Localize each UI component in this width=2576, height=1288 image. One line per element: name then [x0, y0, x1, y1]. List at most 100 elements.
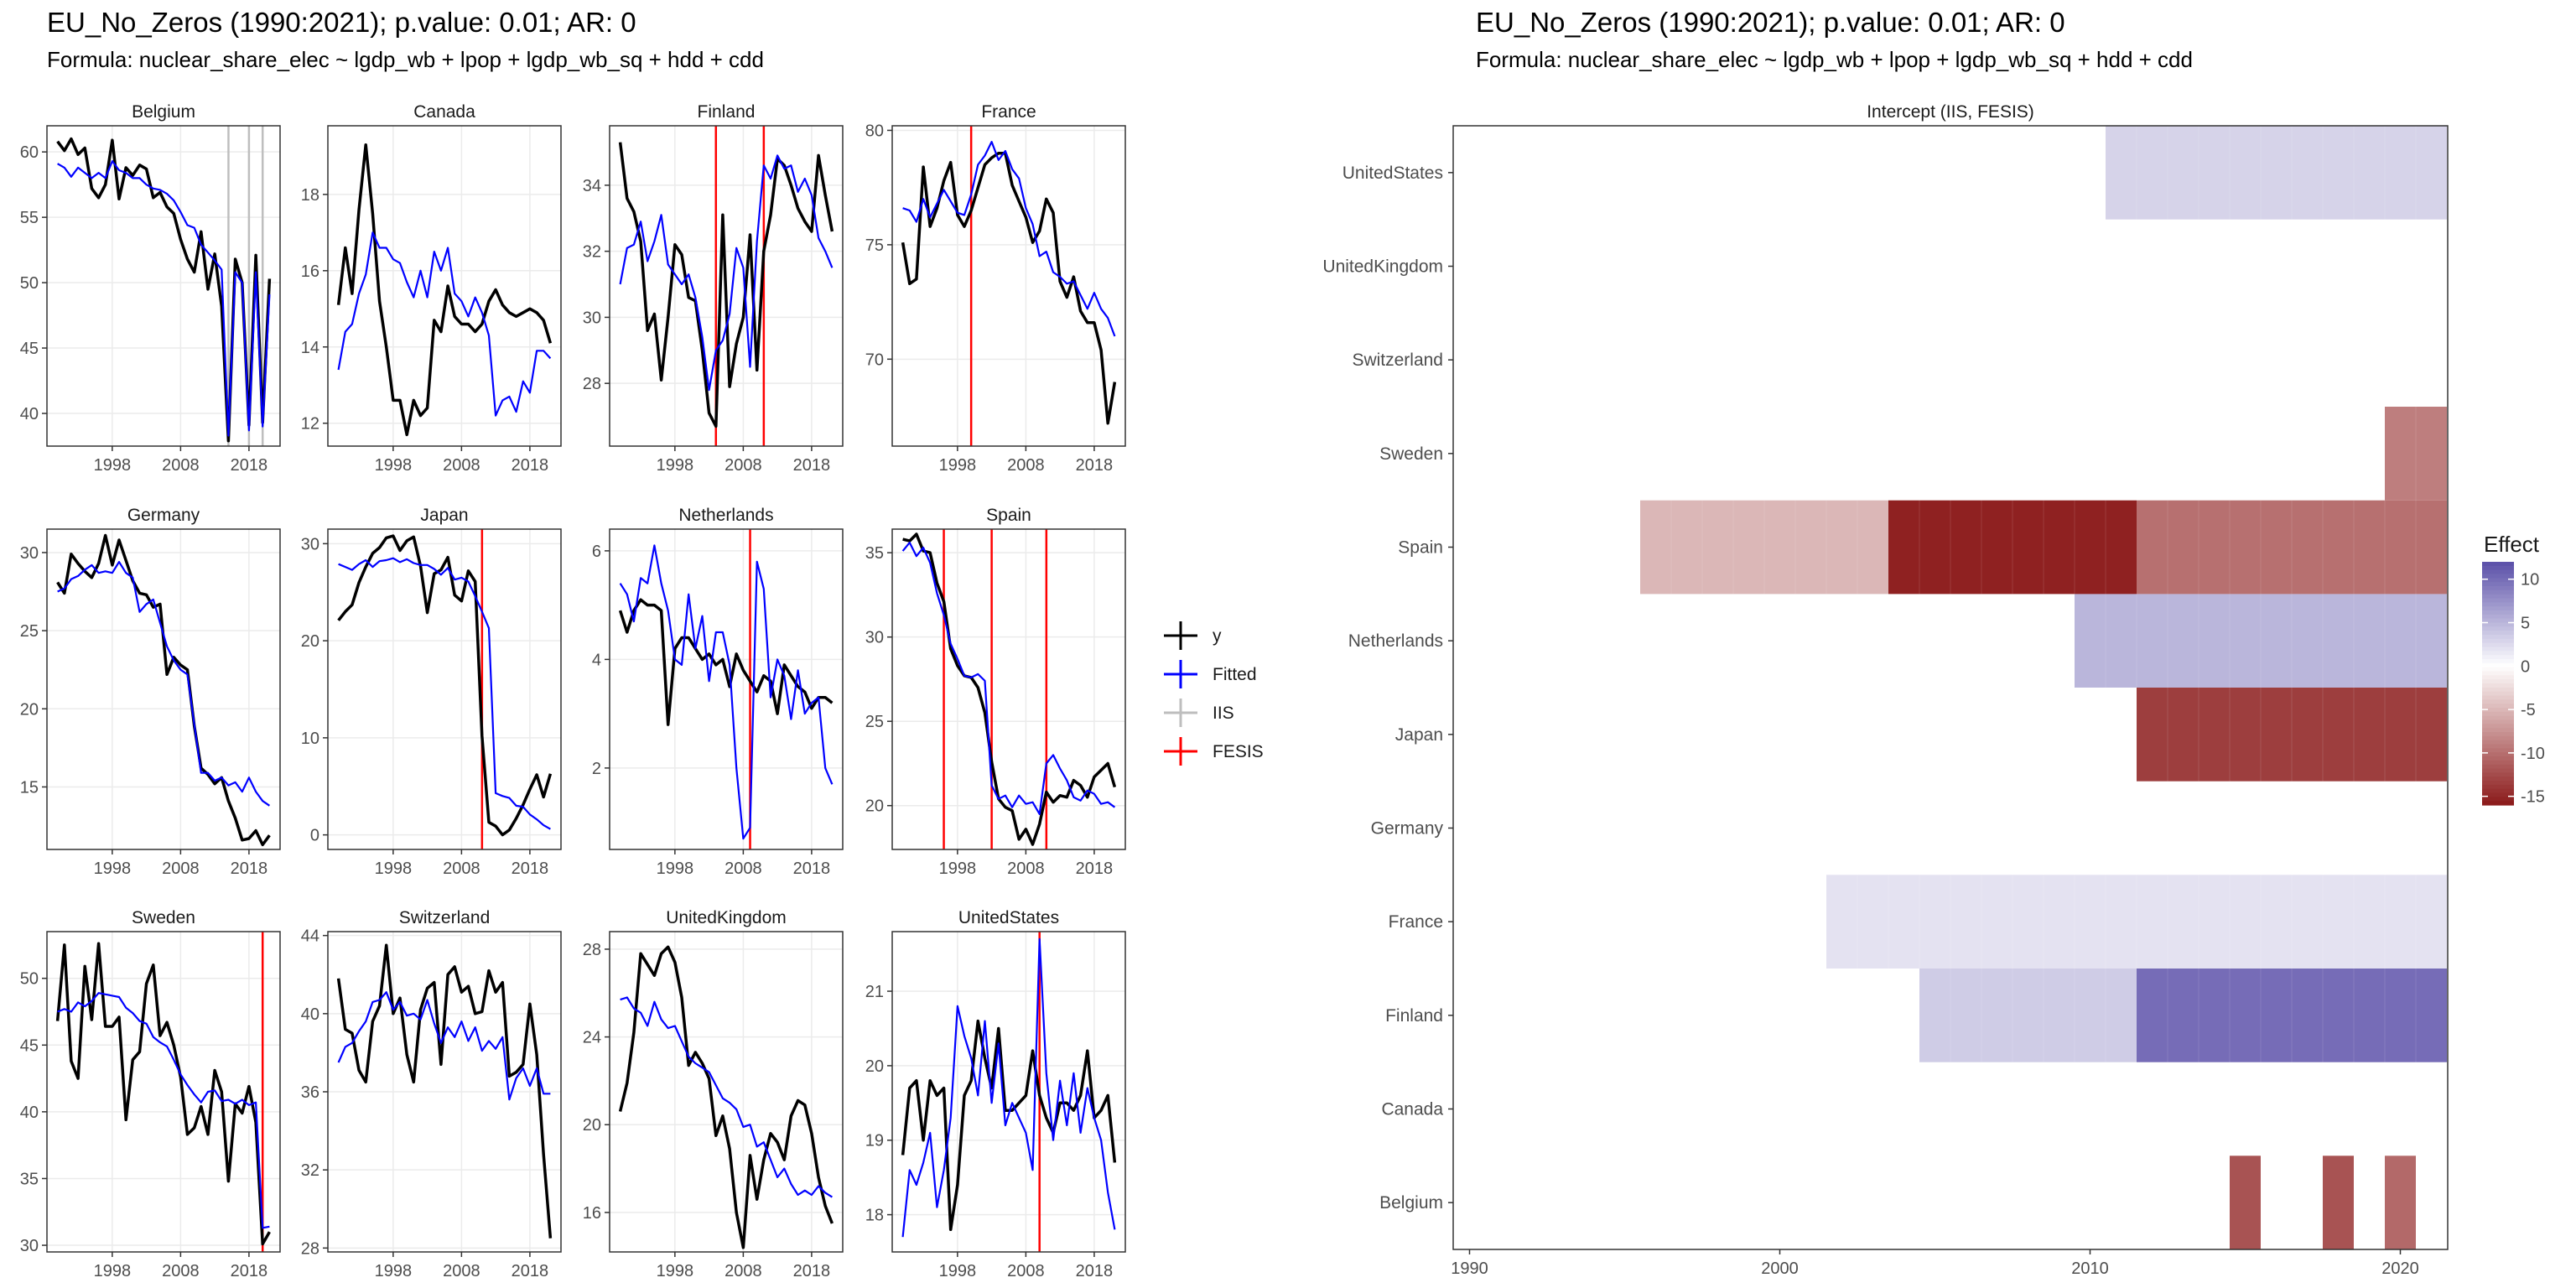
colorbar-tick-label: 5 — [2521, 615, 2530, 633]
colorbar-tick-label: 0 — [2521, 657, 2530, 676]
y-tick-label: 80 — [865, 122, 884, 140]
series-y-line — [901, 151, 1117, 425]
heatmap-cell-belgium — [2385, 1156, 2416, 1249]
x-tick-label: 1998 — [939, 1262, 977, 1280]
colorbar-step — [2482, 659, 2514, 664]
colorbar-step — [2482, 699, 2514, 704]
heatmap-cell-spain — [1640, 500, 1888, 595]
series-y-line — [336, 143, 553, 437]
x-tick-label: 1998 — [375, 456, 413, 475]
panel-background — [47, 529, 280, 849]
facet-panel-switzerland: Switzerland 28 32 36 40 44 1998 2008 2018 — [301, 908, 562, 1280]
y-tick-label: 30 — [865, 629, 884, 647]
colorbar-step — [2482, 578, 2514, 583]
series-fitted-line — [620, 996, 833, 1198]
y-tick-label: 16 — [583, 1204, 601, 1223]
facet-panel-canada: Canada 12 14 16 18 1998 2008 2018 — [301, 102, 562, 475]
facet-legend: y Fitted IIS FESIS — [1164, 621, 1264, 766]
panel-title: Canada — [413, 102, 475, 122]
heatmap-cell-finland — [2137, 969, 2447, 1062]
left-figure-subtitle: Formula: nuclear_share_elec ~ lgdp_wb + … — [47, 47, 764, 72]
y-tick-label: 55 — [20, 209, 39, 227]
x-tick-label: 2008 — [724, 860, 762, 878]
x-tick-label: 2018 — [1076, 456, 1114, 475]
series-y-line — [902, 532, 1117, 846]
heatmap-cell-finland — [1919, 969, 2137, 1062]
series-fitted-line — [337, 231, 552, 417]
y-tick-label: 19 — [865, 1132, 884, 1150]
y-tick-label: 4 — [592, 651, 601, 669]
facet-panel-unitedkingdom: UnitedKingdom 16 20 24 28 1998 2008 2018 — [583, 908, 844, 1280]
y-tick-label: 34 — [583, 177, 601, 195]
facet-panel-spain: Spain 20 25 30 35 1998 2008 2018 — [865, 506, 1126, 878]
y-tick-label: 25 — [865, 713, 884, 731]
colorbar-step — [2482, 574, 2514, 579]
series-y-line — [56, 533, 271, 847]
x-tick-label: 2018 — [793, 456, 831, 475]
y-tick-label: 10 — [301, 730, 319, 748]
colorbar-step — [2482, 764, 2514, 770]
category-label-netherlands: Netherlands — [1348, 631, 1443, 651]
colorbar-step — [2482, 631, 2514, 636]
left-figure-title: EU_No_Zeros (1990:2021); p.value: 0.01; … — [47, 7, 636, 38]
y-tick-label: 18 — [865, 1207, 884, 1225]
colorbar-step — [2482, 565, 2514, 571]
y-tick-label: 30 — [301, 535, 319, 553]
category-label-switzerland: Switzerland — [1352, 351, 1443, 370]
y-tick-label: 36 — [301, 1083, 319, 1102]
y-tick-label: 45 — [20, 1036, 39, 1055]
x-tick-label: 2018 — [231, 860, 268, 878]
y-tick-label: 2 — [592, 760, 601, 778]
series-y-line — [336, 943, 553, 1239]
panel-background — [47, 932, 280, 1252]
y-tick-label: 6 — [592, 543, 601, 561]
y-tick-label: 60 — [20, 143, 39, 162]
y-tick-label: 20 — [583, 1116, 601, 1135]
colorbar-step — [2482, 781, 2514, 786]
panel-border — [46, 125, 281, 447]
y-tick-label: 28 — [583, 375, 601, 393]
colorbar-step — [2482, 606, 2514, 611]
category-label-canada: Canada — [1381, 1100, 1443, 1119]
heatmap-x-tick-label: 2010 — [2071, 1259, 2109, 1278]
panel-border — [609, 125, 844, 447]
colorbar-step — [2482, 610, 2514, 615]
y-tick-label: 30 — [20, 1237, 39, 1255]
y-tick-label: 24 — [583, 1029, 601, 1047]
panel-title: Finland — [698, 102, 756, 122]
colorbar-step — [2482, 683, 2514, 688]
heatmap-x-tick-label: 2000 — [1761, 1259, 1799, 1278]
colorbar-step — [2482, 687, 2514, 693]
colorbar-step — [2482, 589, 2514, 595]
panel-title: Belgium — [132, 102, 195, 122]
panel-title: UnitedStates — [958, 908, 1059, 927]
colorbar-step — [2482, 784, 2514, 790]
colorbar-step — [2482, 647, 2514, 652]
series-y-line — [618, 142, 834, 428]
x-tick-label: 1998 — [939, 860, 977, 878]
colorbar-step — [2482, 598, 2514, 603]
colorbar-step — [2482, 662, 2514, 668]
effect-legend: Effect 10 5 0 -5 -10 -15 — [2482, 532, 2545, 807]
x-tick-label: 1998 — [657, 860, 694, 878]
colorbar-step — [2482, 792, 2514, 797]
colorbar-step — [2482, 756, 2514, 761]
y-tick-label: 12 — [301, 415, 319, 434]
heatmap-x-tick-label: 2020 — [2381, 1259, 2419, 1278]
right-figure-subtitle: Formula: nuclear_share_elec ~ lgdp_wb + … — [1476, 47, 2193, 72]
x-tick-label: 2008 — [1007, 860, 1045, 878]
colorbar-step — [2482, 691, 2514, 697]
x-tick-label: 2008 — [1007, 1262, 1045, 1280]
facet-panel-unitedstates: UnitedStates 18 19 20 21 1998 2008 2018 — [865, 908, 1126, 1280]
category-label-unitedstates: UnitedStates — [1343, 164, 1443, 183]
y-tick-label: 20 — [865, 1057, 884, 1076]
x-tick-label: 1998 — [375, 1262, 413, 1280]
series-fitted-line — [338, 557, 551, 830]
heatmap-cell-france — [1826, 875, 2447, 969]
colorbar-step — [2482, 735, 2514, 741]
colorbar-step — [2482, 638, 2514, 644]
colorbar-step — [2482, 719, 2514, 724]
heatmap-cell-spain — [1888, 500, 2137, 595]
panel-border — [46, 528, 281, 850]
x-tick-label: 1998 — [375, 860, 413, 878]
